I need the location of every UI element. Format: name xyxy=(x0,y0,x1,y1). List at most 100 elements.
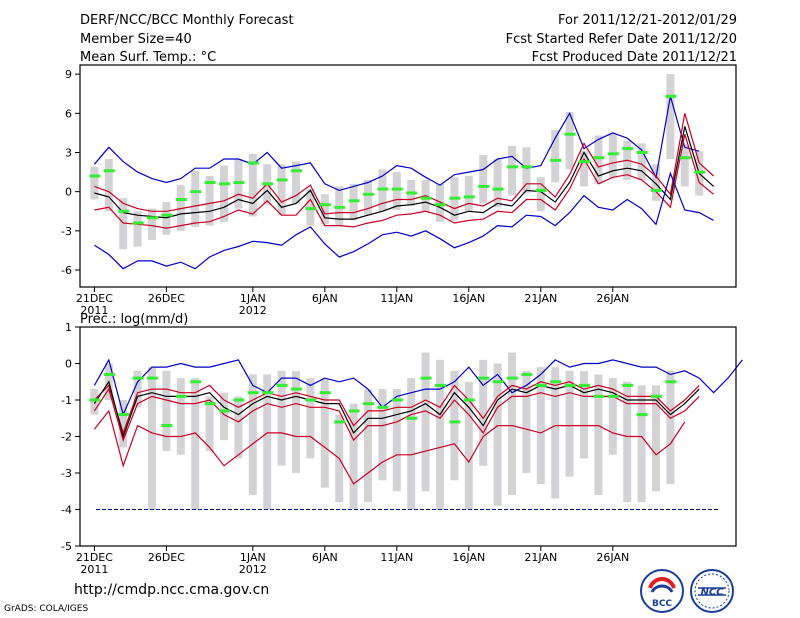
chart2-spread-box-21 xyxy=(378,389,387,481)
chart1-median-mark-34 xyxy=(564,132,576,136)
chart1-ytick-label: -3 xyxy=(61,225,72,238)
chart2-median-mark-1 xyxy=(89,398,101,402)
chart2-spread-box-3 xyxy=(119,400,128,448)
chart2-spread-box-26 xyxy=(450,370,459,481)
chart2-median-mark-8 xyxy=(190,380,202,384)
header-right-period: For 2011/12/21-2012/01/29 xyxy=(558,13,737,28)
chart2-median-mark-38 xyxy=(622,383,634,387)
chart2-xtick-label: 11JAN xyxy=(380,551,413,564)
chart2-median-mark-12 xyxy=(247,391,259,395)
chart2-xtick-label: 26DEC xyxy=(148,551,185,564)
chart1-median-mark-8 xyxy=(190,190,202,194)
bcc-logo-icon: BCC xyxy=(640,569,684,613)
footer-url: http://cmdp.ncc.cma.gov.cn xyxy=(74,582,270,598)
chart1-xtick-label: 26JAN xyxy=(596,292,629,305)
chart1-median-mark-31 xyxy=(521,165,533,169)
chart1-spread-box-15 xyxy=(292,161,300,204)
chart1-series-p75 xyxy=(94,113,715,215)
chart1-spread-box-35 xyxy=(580,151,588,187)
chart1-median-mark-40 xyxy=(651,188,662,192)
header-right-start-date: Fcst Started Refer Date 2011/12/20 xyxy=(505,32,737,47)
chart2-median-mark-14 xyxy=(276,383,288,387)
chart2-spread-box-33 xyxy=(551,367,560,499)
chart2-spread-box-32 xyxy=(536,367,545,484)
chart2-xtick-label: 26JAN xyxy=(596,551,629,564)
chart2-median-mark-28 xyxy=(478,376,490,380)
chart1-xtick-year-label: 2011 xyxy=(80,304,108,317)
chart1-spread-box-22 xyxy=(392,172,401,210)
chart1-spread-box-5 xyxy=(148,208,156,240)
chart2-spread-box-6 xyxy=(162,370,171,452)
chart2-median-mark-17 xyxy=(319,391,331,395)
chart2-median-mark-6 xyxy=(161,424,173,428)
chart2-series-max xyxy=(93,358,743,417)
chart2-spread-box-1 xyxy=(90,389,99,415)
chart1-spread-box-20 xyxy=(364,179,372,216)
chart2-median-mark-34 xyxy=(564,383,576,387)
chart2-spread-box-34 xyxy=(565,370,574,477)
chart1-median-mark-9 xyxy=(204,181,216,185)
chart1-spread-box-41 xyxy=(666,74,675,160)
chart2-title: Prec.: log(mm/d) xyxy=(80,312,188,327)
chart1-median-mark-32 xyxy=(535,188,547,192)
chart2-series-p75 xyxy=(93,381,700,435)
chart1-median-mark-28 xyxy=(478,184,490,188)
chart1-spread-box-4 xyxy=(133,211,142,247)
chart2-median-mark-19 xyxy=(348,409,360,413)
chart1-spread-box-31 xyxy=(522,147,531,193)
chart1-spread-box-3 xyxy=(119,198,128,250)
bcc-logo-text: BCC xyxy=(652,599,672,609)
chart2-median-mark-37 xyxy=(607,394,619,398)
chart1-median-mark-42 xyxy=(679,156,691,160)
chart1-spread-box-40 xyxy=(652,164,660,201)
chart2-spread-box-25 xyxy=(436,359,444,510)
chart2-spread-box-9 xyxy=(205,396,214,452)
chart1-xtick-year-label: 2012 xyxy=(239,304,267,317)
chart2-spread-box-41 xyxy=(666,370,675,484)
chart1-median-mark-26 xyxy=(449,196,461,200)
chart2-median-mark-29 xyxy=(492,380,504,384)
chart2-ytick-label: 1 xyxy=(65,321,72,334)
chart1-median-mark-43 xyxy=(694,170,706,174)
chart1-median-mark-6 xyxy=(161,213,173,217)
chart2-spread-box-11 xyxy=(234,396,243,459)
chart2-median-mark-7 xyxy=(175,394,187,398)
chart1-spread-box-36 xyxy=(594,135,603,184)
chart2-median-mark-15 xyxy=(291,387,302,391)
chart1-xtick-label: 1JAN xyxy=(240,292,266,305)
chart2-median-mark-40 xyxy=(651,394,662,398)
chart1-spread-box-25 xyxy=(436,183,444,222)
chart1-median-mark-13 xyxy=(262,182,274,186)
chart2-spread-box-7 xyxy=(176,378,185,455)
chart1-spread-box-17 xyxy=(320,194,329,225)
chart2-spread-box-12 xyxy=(248,374,257,495)
chart2-xtick-year-label: 2011 xyxy=(80,563,108,576)
chart2-xtick-label: 21JAN xyxy=(524,551,557,564)
chart2-ytick-label: -5 xyxy=(61,540,72,553)
chart1-median-mark-21 xyxy=(377,187,389,191)
chart1-ytick-label: 6 xyxy=(65,107,72,120)
chart1-ytick-label: 0 xyxy=(65,186,72,199)
chart1-median-mark-17 xyxy=(319,203,331,207)
chart2-median-mark-33 xyxy=(550,380,562,384)
chart2-median-mark-35 xyxy=(579,383,590,387)
header-left-member-size: Member Size=40 xyxy=(80,32,192,47)
chart1-xtick-label: 11JAN xyxy=(380,292,413,305)
chart2-ytick-label: 0 xyxy=(65,358,72,371)
chart2-spread-box-28 xyxy=(479,359,488,466)
chart2-spread-box-5 xyxy=(148,367,156,510)
chart2-median-mark-31 xyxy=(521,372,533,376)
chart2-median-mark-4 xyxy=(132,376,144,380)
chart2-spread-box-13 xyxy=(263,374,272,510)
chart2-spread-box-24 xyxy=(421,352,430,492)
chart1-spread-box-39 xyxy=(637,143,646,180)
chart1-xtick-label: 21JAN xyxy=(524,292,557,305)
chart2-spread-box-4 xyxy=(133,370,142,408)
chart2-spread-box-37 xyxy=(608,378,617,455)
chart2-spread-box-17 xyxy=(320,378,329,488)
chart2-spread-box-22 xyxy=(392,389,401,492)
chart1-median-mark-18 xyxy=(334,205,346,209)
chart2-median-mark-11 xyxy=(233,398,245,402)
chart2-median-mark-18 xyxy=(334,420,346,424)
